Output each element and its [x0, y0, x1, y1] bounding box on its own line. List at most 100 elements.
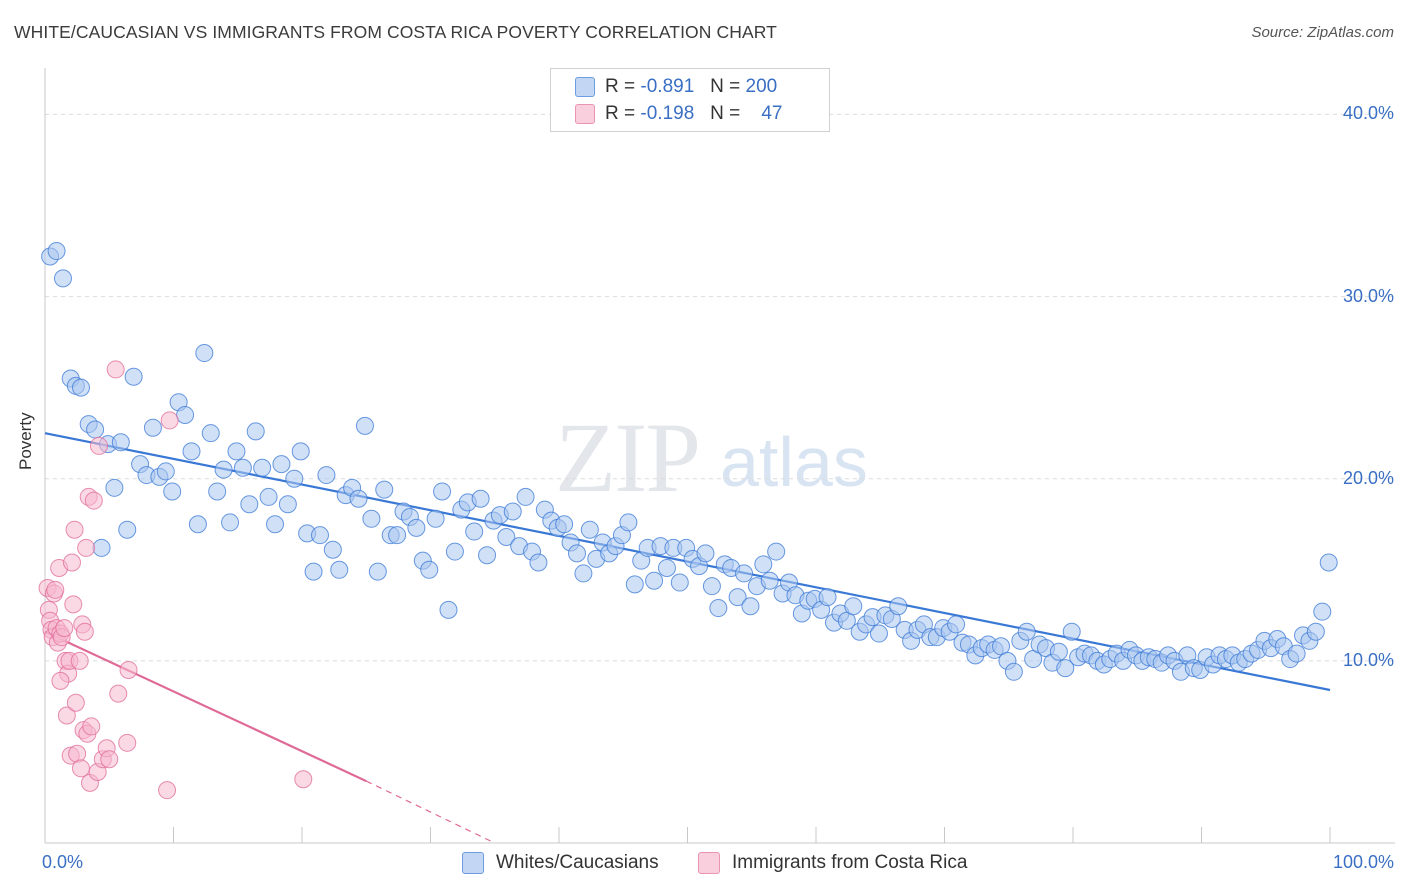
point-whites [323, 540, 342, 559]
x-tick-label: 0.0% [42, 852, 84, 872]
point-whites [143, 418, 162, 437]
point-whites [388, 526, 407, 545]
point-whites [317, 466, 336, 485]
point-whites [516, 487, 535, 506]
point-whites [670, 573, 689, 592]
point-whites [53, 269, 72, 288]
point-whites [503, 502, 522, 521]
point-whites [272, 455, 291, 474]
point-costa-rica [64, 595, 83, 614]
point-whites [767, 542, 786, 561]
point-costa-rica [118, 733, 137, 752]
point-whites [163, 482, 182, 501]
point-whites [735, 564, 754, 583]
y-tick-label: 10.0% [1342, 649, 1394, 670]
x-tick-label: 100.0% [1332, 852, 1394, 872]
point-whites [188, 515, 207, 534]
legend-n-label: N = [710, 76, 741, 97]
point-whites [208, 482, 227, 501]
point-costa-rica [100, 750, 119, 769]
point-whites [760, 571, 779, 590]
point-whites [1306, 622, 1325, 641]
point-whites [227, 442, 246, 461]
point-whites [426, 509, 445, 528]
point-costa-rica [109, 684, 128, 703]
point-whites [702, 577, 721, 596]
y-tick-label: 40.0% [1342, 103, 1394, 124]
point-whites [278, 495, 297, 514]
point-whites [1313, 602, 1332, 621]
point-whites [86, 420, 105, 439]
legend-r-value: -0.891 [640, 76, 695, 97]
point-whites [869, 624, 888, 643]
point-whites [947, 615, 966, 634]
point-costa-rica [75, 622, 94, 641]
bottom-swatch-pink [698, 852, 720, 874]
point-whites [555, 515, 574, 534]
bottom-legend-label: Whites/Caucasians [496, 852, 659, 873]
point-whites [349, 489, 368, 508]
point-whites [567, 544, 586, 563]
point-whites [754, 555, 773, 574]
point-whites [291, 442, 310, 461]
point-costa-rica [84, 491, 103, 510]
point-whites [478, 546, 497, 565]
point-whites [420, 560, 439, 579]
point-whites [368, 562, 387, 581]
point-whites [433, 482, 452, 501]
source-label: Source: ZipAtlas.com [1251, 24, 1394, 41]
y-tick-label: 30.0% [1342, 285, 1394, 306]
legend-r-label: R = [605, 103, 636, 124]
point-costa-rica [89, 436, 108, 455]
bottom-legend-whites: Whites/Caucasians [462, 852, 659, 874]
point-costa-rica [106, 360, 125, 379]
point-whites [625, 575, 644, 594]
watermark-zip: ZIP [555, 402, 701, 513]
point-whites [657, 558, 676, 577]
point-whites [111, 433, 130, 452]
point-costa-rica [66, 693, 85, 712]
legend-swatch-blue [575, 77, 595, 97]
point-costa-rica [160, 411, 179, 430]
gridlines [45, 113, 1395, 662]
stats-legend: R = -0.891 N = 200 R = -0.198 N = 47 [550, 68, 830, 132]
legend-n-label: N = [710, 103, 741, 124]
legend-swatch-pink [575, 104, 595, 124]
point-whites [92, 538, 111, 557]
point-whites [71, 378, 90, 397]
y-tick-label: 20.0% [1342, 467, 1394, 488]
point-whites [214, 460, 233, 479]
point-whites [124, 367, 143, 386]
point-whites [1004, 662, 1023, 681]
point-whites [1062, 622, 1081, 641]
point-whites [818, 588, 837, 607]
point-whites [246, 422, 265, 441]
point-whites [645, 571, 664, 590]
point-whites [696, 544, 715, 563]
point-whites [240, 495, 259, 514]
point-whites [709, 599, 728, 618]
point-costa-rica [119, 660, 138, 679]
point-costa-rica [57, 706, 76, 725]
point-costa-rica [77, 538, 96, 557]
point-whites [1319, 553, 1338, 572]
point-whites [439, 600, 458, 619]
point-whites [529, 553, 548, 572]
data-points [38, 242, 1338, 800]
point-whites [619, 513, 638, 532]
point-whites [285, 469, 304, 488]
point-whites [259, 487, 278, 506]
trend-line-costa-rica [44, 630, 367, 783]
point-costa-rica [82, 717, 101, 736]
y-axis-label: Poverty [16, 412, 35, 470]
point-whites [156, 462, 175, 481]
point-whites [465, 522, 484, 541]
point-costa-rica [62, 553, 81, 572]
legend-n-value: 47 [761, 103, 783, 124]
point-whites [310, 526, 329, 545]
point-whites [580, 520, 599, 539]
point-whites [362, 509, 381, 528]
point-whites [445, 542, 464, 561]
point-whites [574, 564, 593, 583]
